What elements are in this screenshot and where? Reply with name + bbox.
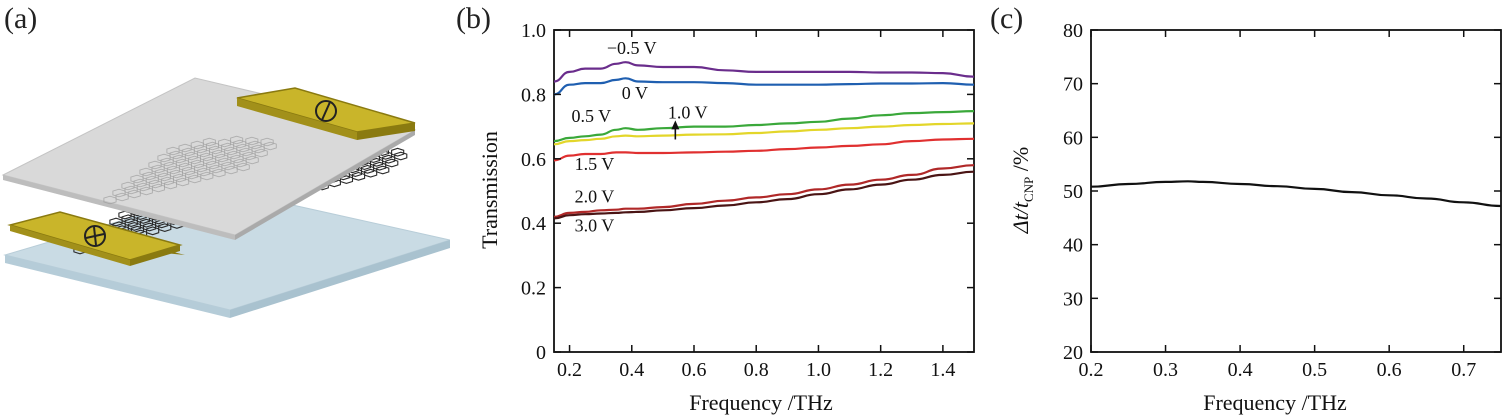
series-annotation: 1.5 V — [575, 154, 615, 174]
series-line-0-5-v — [553, 110, 975, 143]
series-c — [1090, 180, 1502, 208]
graphene-cell — [376, 165, 390, 175]
series-annotation: 3.0 V — [575, 215, 615, 235]
ticks-b: 0.2 0.4 0.6 0.8 1.0 1.2 1.4 0 0.2 0.4 0.6 0.8 1.0 — [521, 20, 974, 381]
y-tick-label: 0 — [536, 342, 546, 364]
y-tick-label: 0.8 — [521, 84, 546, 106]
y-axis-label-b: Transmission — [477, 131, 502, 249]
series-annotation: 2.0 V — [575, 186, 615, 206]
x-tick-label: 0.3 — [1153, 359, 1178, 381]
x-tick-label: 0.4 — [1228, 359, 1253, 381]
plot-frame — [553, 29, 975, 353]
graphene-cell-faint — [254, 148, 268, 158]
y-tick-label: 30 — [1063, 288, 1083, 310]
series-line-modulation-depth — [1090, 180, 1502, 208]
y-axis-label-c: Δt/tCNP /% — [1008, 147, 1036, 235]
y-tick-label: 1.0 — [521, 20, 546, 42]
graphene-cell-faint — [202, 137, 216, 147]
annotations-b: −0.5 V 0 V 0.5 V 1.0 V 1.5 V 2.0 V 3.0 V — [571, 38, 707, 235]
plot-frame — [1090, 29, 1502, 353]
x-axis-label-c: Frequency /THz — [1203, 390, 1347, 415]
modulation-chart: 0.2 0.3 0.4 0.5 0.6 0.7 20 30 40 50 60 70 80 Frequen… — [1008, 20, 1502, 415]
graphene-cell-faint — [245, 155, 259, 165]
x-tick-label: 0.6 — [1377, 359, 1402, 381]
top-electrode — [236, 87, 416, 140]
y-tick-label: 40 — [1063, 235, 1083, 257]
y-label-main: Δt/t — [1008, 201, 1033, 234]
x-tick-label: 0.7 — [1451, 359, 1476, 381]
series-annotation: 0 V — [622, 83, 648, 103]
bottom-plate-side — [5, 255, 230, 318]
graphene-cell-faint — [230, 135, 244, 145]
x-tick-label: 1.4 — [930, 359, 955, 381]
x-tick-label: 0.4 — [619, 359, 644, 381]
y-label-unit: /% — [1008, 147, 1033, 177]
transmission-chart: 0.2 0.4 0.6 0.8 1.0 1.2 1.4 0 0.2 0.4 0.6 0.8 1.0 −0… — [477, 20, 975, 415]
arrow-head-icon — [671, 120, 680, 130]
axes-b — [553, 29, 975, 353]
bottom-plate-side-right — [230, 240, 450, 318]
ticks-c: 0.2 0.3 0.4 0.5 0.6 0.7 20 30 40 50 60 70 80 — [1063, 20, 1501, 381]
bottom-substrate — [3, 189, 450, 318]
panel-label-b: (b) — [456, 2, 491, 35]
x-tick-label: 1.0 — [806, 359, 831, 381]
y-tick-label: 0.2 — [521, 278, 546, 300]
bottom-electrode — [7, 211, 185, 266]
x-tick-label: 0.6 — [682, 359, 707, 381]
series-annotation: 1.0 V — [668, 103, 708, 123]
series-line--0-5-v — [553, 61, 975, 83]
y-tick-label: 70 — [1063, 74, 1083, 96]
y-tick-label: 20 — [1063, 342, 1083, 364]
x-tick-label: 0.5 — [1302, 359, 1327, 381]
panel-label-c: (c) — [990, 2, 1024, 35]
graphene-cell-faint — [263, 141, 277, 151]
y-tick-label: 0.4 — [521, 213, 546, 235]
minus-symbol-icon — [315, 100, 337, 122]
series-line-2-0-v — [553, 164, 975, 218]
graphene-cell-faint — [236, 162, 250, 172]
x-axis-label-b: Frequency /THz — [689, 390, 833, 415]
x-tick-label: 0.8 — [744, 359, 769, 381]
y-tick-label: 60 — [1063, 127, 1083, 149]
series-annotation: 0.5 V — [571, 106, 611, 126]
x-tick-label: 0.2 — [1079, 359, 1104, 381]
series-line-1-0-v — [553, 122, 975, 146]
graphene-cell — [391, 147, 405, 157]
x-tick-label: 1.2 — [868, 359, 893, 381]
graphene-cell-faint — [260, 137, 274, 147]
graphene-cell — [394, 151, 408, 161]
series-line-3-0-v — [553, 170, 975, 220]
axes-c — [1090, 29, 1502, 353]
y-tick-label: 0.6 — [521, 149, 546, 171]
y-tick-label: 50 — [1063, 181, 1083, 203]
series-annotation: −0.5 V — [607, 38, 657, 58]
top-plate-surface — [1, 77, 417, 236]
plus-symbol-icon — [84, 225, 106, 247]
svg-text:Δt/tCNP /%: Δt/tCNP /% — [1008, 147, 1036, 235]
y-label-sub: CNP — [1021, 177, 1036, 202]
panel-label-a: (a) — [4, 2, 38, 35]
graphene-top-overlay — [103, 135, 277, 205]
y-tick-label: 80 — [1063, 20, 1083, 42]
series-b — [553, 61, 975, 220]
device-schematic — [1, 77, 450, 318]
series-line-0-v — [553, 77, 975, 96]
series-line-1-5-v — [553, 137, 975, 162]
graphene-cell — [385, 158, 399, 168]
x-tick-label: 0.2 — [557, 359, 582, 381]
graphene-cell-faint — [245, 136, 259, 146]
